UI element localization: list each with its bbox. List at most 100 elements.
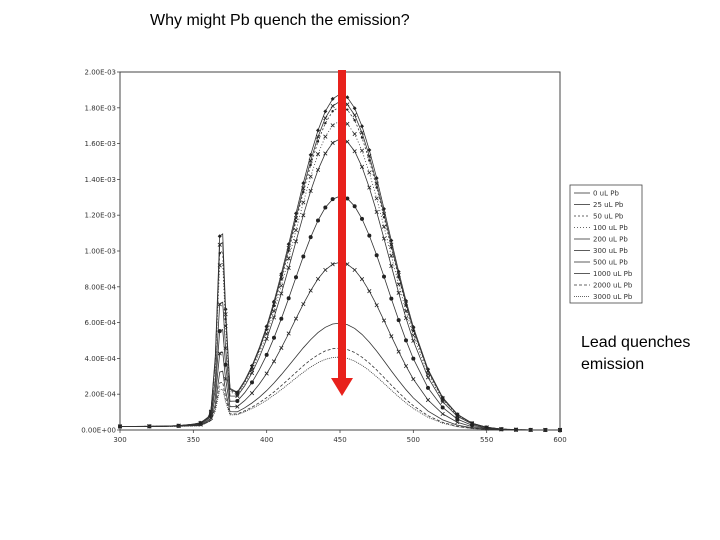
data-point [381, 211, 387, 216]
data-point [389, 242, 394, 247]
y-tick-label: 4.00E-04 [85, 355, 117, 363]
data-point [308, 188, 313, 194]
data-point [287, 249, 290, 252]
data-point [302, 190, 305, 194]
data-point [217, 329, 222, 334]
data-point [323, 116, 328, 121]
data-point [315, 167, 321, 173]
data-point [440, 411, 445, 417]
data-point [217, 302, 222, 307]
data-point [374, 196, 379, 201]
data-point [308, 158, 313, 163]
data-point [359, 277, 365, 282]
data-point [323, 109, 328, 114]
data-point [223, 312, 228, 317]
data-point [352, 149, 357, 154]
data-point [403, 363, 409, 369]
data-point [411, 356, 416, 361]
data-point [316, 218, 320, 223]
legend-label: 0 uL Pb [593, 190, 619, 198]
arrow-head [331, 378, 353, 396]
data-point [323, 205, 328, 210]
legend-label: 300 uL Pb [593, 247, 628, 255]
data-point [293, 228, 299, 233]
data-point [264, 371, 269, 376]
data-point [330, 262, 335, 267]
data-point [330, 123, 335, 128]
data-point [249, 370, 255, 376]
data-point [315, 276, 321, 282]
data-point [316, 128, 320, 133]
data-point [235, 393, 240, 399]
data-point [323, 151, 328, 156]
data-point [381, 224, 387, 229]
data-point [389, 253, 394, 258]
legend-label: 50 uL Pb [593, 213, 624, 221]
data-point [294, 275, 298, 280]
data-point [396, 272, 401, 278]
data-point [315, 134, 321, 139]
data-point [397, 276, 400, 279]
data-point [345, 121, 350, 126]
data-point [330, 197, 335, 202]
data-point [315, 152, 321, 157]
data-point [308, 235, 313, 240]
data-point [411, 338, 416, 343]
data-point [367, 148, 372, 153]
data-point [367, 170, 372, 175]
arrow-shaft [338, 70, 346, 380]
legend-label: 200 uL Pb [593, 236, 628, 244]
data-point [359, 148, 365, 153]
data-point [286, 296, 291, 301]
data-point [235, 404, 240, 409]
data-point [345, 262, 350, 267]
callout-line-1: Lead quenches [581, 334, 691, 351]
data-point [217, 242, 222, 247]
x-tick-label: 350 [187, 436, 200, 444]
data-point [374, 253, 379, 258]
data-point [250, 380, 254, 385]
data-point [360, 136, 364, 139]
data-point [352, 106, 357, 111]
slide-title: Why might Pb quench the emission? [150, 12, 410, 29]
data-point [264, 352, 269, 357]
data-point [353, 119, 356, 122]
data-point [301, 254, 306, 259]
data-point [301, 213, 306, 218]
x-tick-label: 500 [407, 436, 420, 444]
data-point [279, 316, 284, 321]
data-point [309, 163, 312, 167]
x-axis: 300 350 400 450 500 550 600 [113, 430, 567, 444]
legend: 0 uL Pb 25 uL Pb 50 uL Pb 100 uL Pb 200 uL P… [574, 190, 633, 301]
y-tick-label: 6.00E-04 [85, 319, 117, 327]
data-point [218, 252, 221, 255]
data-point [367, 289, 372, 294]
data-point [286, 331, 291, 336]
data-point [352, 204, 357, 209]
data-point [396, 290, 401, 295]
data-point [217, 263, 222, 268]
callout-line-2: emission [581, 356, 645, 373]
x-tick-label: 450 [333, 436, 346, 444]
y-tick-label: 8.00E-04 [85, 283, 117, 291]
data-point [279, 345, 284, 350]
data-point [323, 267, 328, 273]
data-point [264, 326, 269, 331]
data-point [352, 113, 357, 118]
data-point [293, 316, 299, 321]
data-point [264, 336, 269, 341]
legend-label: 25 uL Pb [593, 201, 624, 209]
legend-label: 500 uL Pb [593, 259, 628, 267]
y-axis: 0.00E+00 2.00E-04 4.00E-04 6.00E-04 8.00E-04… [81, 69, 120, 435]
data-point [382, 274, 386, 279]
data-point [404, 304, 408, 307]
data-point [331, 110, 334, 113]
legend-label: 2000 uL Pb [593, 282, 633, 290]
data-point [271, 359, 277, 364]
y-tick-label: 1.20E-03 [85, 212, 116, 220]
data-point [345, 102, 350, 107]
x-tick-label: 550 [480, 436, 493, 444]
data-point [223, 362, 228, 367]
data-point [352, 267, 357, 273]
